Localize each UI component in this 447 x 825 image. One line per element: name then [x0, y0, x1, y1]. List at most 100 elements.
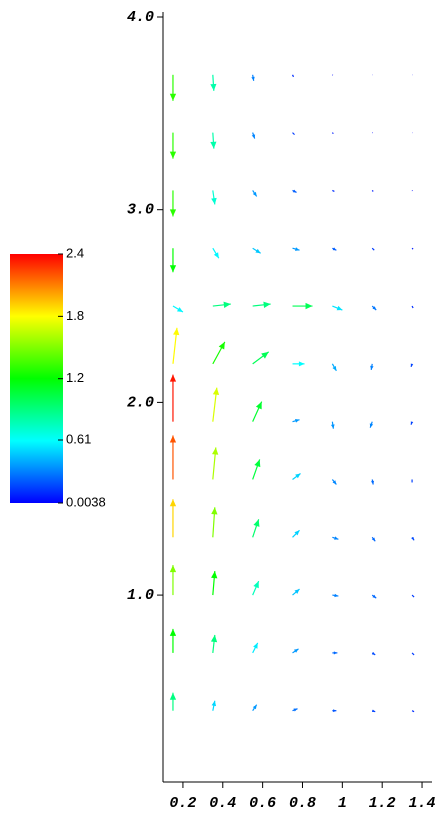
arrow-shaft — [411, 594, 415, 598]
arrow — [292, 472, 301, 480]
arrow — [292, 529, 300, 538]
arrow-head — [173, 327, 180, 336]
arrow-head — [169, 499, 177, 507]
arrow-head — [336, 305, 343, 311]
arrow-head — [252, 191, 257, 197]
arrow-shaft — [411, 247, 414, 250]
arrow — [371, 305, 377, 311]
arrow-shaft — [292, 132, 295, 136]
arrow-shaft — [332, 189, 335, 192]
arrow — [411, 536, 415, 541]
arrow-head — [294, 247, 300, 251]
arrow-head — [295, 473, 301, 479]
arrow — [252, 401, 263, 422]
arrow — [169, 499, 177, 538]
arrow — [292, 302, 313, 310]
arrow — [411, 594, 415, 598]
arrow-head — [169, 151, 177, 159]
arrow-head — [333, 651, 338, 655]
arrow — [252, 704, 258, 712]
arrow — [332, 189, 335, 192]
arrow-head — [169, 209, 177, 217]
arrow — [169, 565, 177, 596]
arrow — [411, 305, 414, 309]
arrow-head — [169, 565, 177, 573]
arrow — [410, 363, 414, 368]
arrow-head — [169, 435, 177, 443]
arrow — [169, 374, 177, 422]
arrow — [292, 361, 305, 367]
x-tick-label: 1.4 — [409, 795, 436, 812]
arrow-head — [294, 648, 299, 653]
y-tick-label: 4.0 — [127, 9, 154, 26]
arrow — [212, 247, 220, 259]
arrow — [370, 479, 375, 485]
arrow — [252, 190, 258, 197]
arrow-head — [411, 536, 415, 541]
arrow-head — [372, 709, 376, 713]
arrow — [372, 709, 376, 713]
arrow-head — [212, 447, 219, 455]
arrow — [291, 74, 295, 78]
arrow — [292, 132, 295, 136]
arrow — [371, 594, 377, 599]
arrow-head — [211, 507, 218, 515]
arrow-head — [251, 76, 255, 81]
arrow — [370, 363, 374, 370]
x-tick-label: 0.8 — [289, 795, 316, 812]
arrow — [252, 459, 261, 480]
arrow-head — [305, 302, 313, 310]
arrow — [212, 301, 231, 308]
arrow — [331, 363, 337, 372]
arrow-head — [169, 93, 177, 101]
arrow — [292, 648, 299, 654]
arrow — [211, 190, 217, 205]
arrow-head — [371, 652, 376, 655]
arrow-head — [293, 708, 298, 712]
arrow — [371, 652, 376, 656]
x-tick-label: 0.4 — [209, 795, 236, 812]
arrow-head — [371, 537, 376, 542]
arrow — [251, 132, 256, 139]
arrow — [211, 700, 217, 711]
arrow — [169, 190, 177, 217]
arrow — [172, 305, 184, 313]
arrow — [211, 507, 218, 538]
arrow — [330, 421, 335, 429]
colorbar-label: 1.2 — [66, 370, 84, 385]
arrow — [252, 580, 260, 596]
arrow — [332, 536, 339, 540]
arrow-head — [211, 571, 218, 579]
arrow — [252, 247, 261, 254]
arrow-shaft — [331, 132, 334, 135]
arrow — [292, 189, 297, 193]
arrow — [252, 642, 259, 654]
arrow — [371, 536, 376, 542]
arrow-shaft — [411, 652, 415, 656]
arrow — [331, 132, 334, 135]
arrow — [292, 708, 298, 712]
arrow — [331, 479, 337, 485]
arrow — [212, 447, 219, 480]
arrow-head — [253, 519, 260, 527]
arrow — [369, 421, 374, 428]
arrow — [332, 709, 337, 713]
arrow-head — [332, 480, 337, 485]
y-tick-label: 2.0 — [127, 394, 154, 411]
colorbar — [10, 254, 63, 503]
arrow — [371, 247, 375, 251]
arrow — [169, 628, 177, 653]
arrow-head — [261, 351, 269, 359]
arrow — [292, 247, 300, 251]
colorbar-label: 0.0038 — [66, 494, 106, 509]
x-tick-label: 0.2 — [169, 795, 196, 812]
x-tick-label: 1 — [338, 795, 347, 812]
arrow-head — [213, 252, 219, 259]
arrow-head — [294, 530, 300, 536]
arrow-head — [370, 365, 374, 370]
arrow — [169, 74, 177, 101]
arrow-head — [210, 83, 217, 91]
arrow-head — [263, 301, 271, 308]
arrow-head — [253, 642, 258, 649]
